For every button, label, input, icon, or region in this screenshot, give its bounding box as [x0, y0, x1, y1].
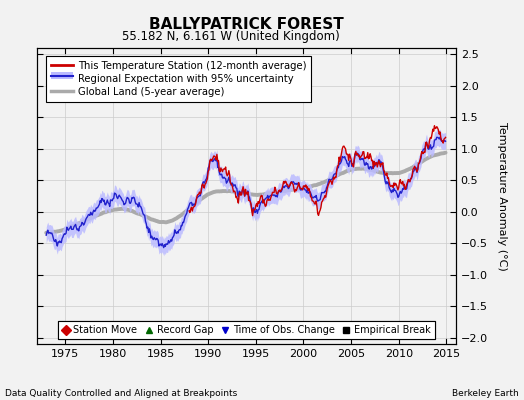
Text: Berkeley Earth: Berkeley Earth — [452, 389, 519, 398]
Text: Data Quality Controlled and Aligned at Breakpoints: Data Quality Controlled and Aligned at B… — [5, 389, 237, 398]
Text: 55.182 N, 6.161 W (United Kingdom): 55.182 N, 6.161 W (United Kingdom) — [122, 30, 340, 43]
Y-axis label: Temperature Anomaly (°C): Temperature Anomaly (°C) — [497, 122, 507, 270]
Legend: Station Move, Record Gap, Time of Obs. Change, Empirical Break: Station Move, Record Gap, Time of Obs. C… — [58, 321, 435, 339]
Title: BALLYPATRICK FOREST: BALLYPATRICK FOREST — [149, 16, 344, 32]
